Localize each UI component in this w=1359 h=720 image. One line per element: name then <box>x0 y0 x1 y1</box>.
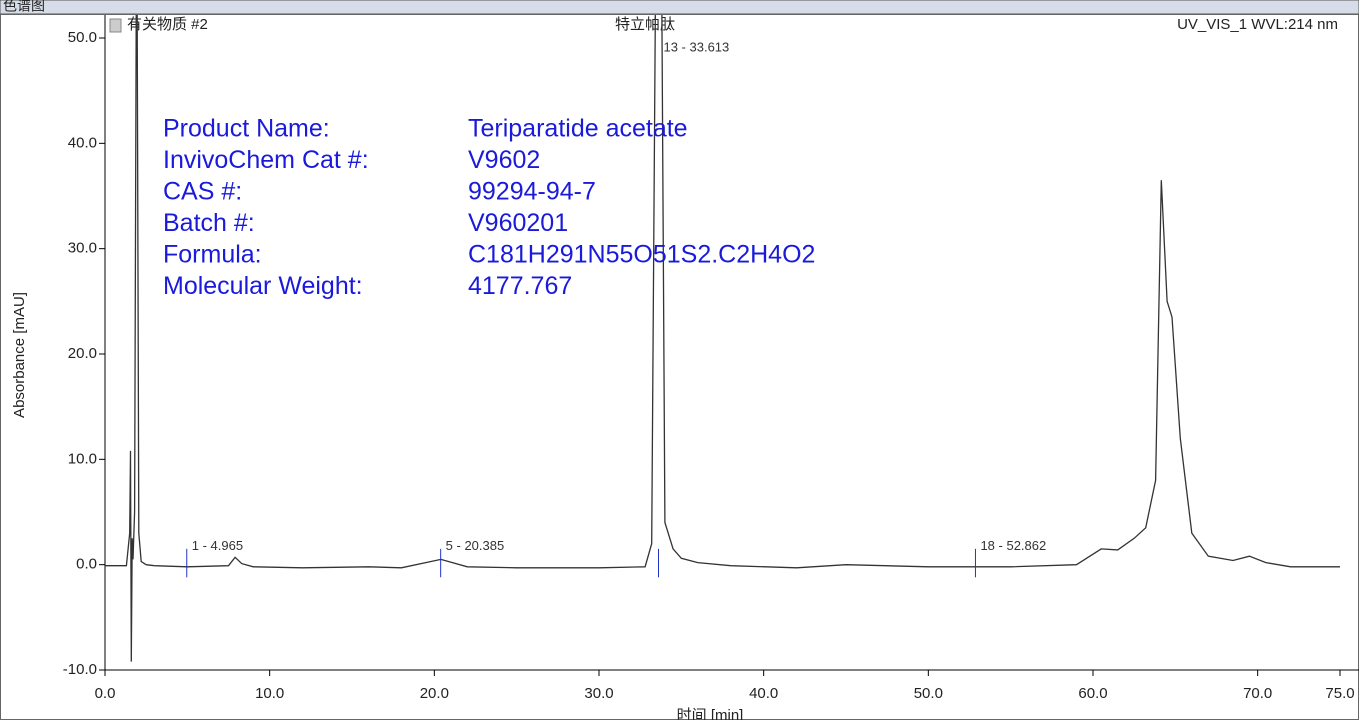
x-tick-label: 10.0 <box>255 685 284 702</box>
x-tick-label: 40.0 <box>749 685 778 702</box>
info-value: 4177.767 <box>468 272 572 300</box>
y-tick-label: 20.0 <box>68 345 97 362</box>
x-tick-label: 60.0 <box>1078 685 1107 702</box>
y-tick-label: 0.0 <box>76 556 97 573</box>
peak-label: 18 - 52.862 <box>980 538 1046 553</box>
y-tick-label: 30.0 <box>68 240 97 257</box>
info-value: 99294-94-7 <box>468 178 596 206</box>
info-label: InvivoChem Cat #: <box>163 146 369 174</box>
x-tick-label: 75.0 <box>1325 685 1354 702</box>
info-value: C181H291N55O51S2.C2H4O2 <box>468 241 815 269</box>
x-tick-label: 30.0 <box>584 685 613 702</box>
info-value: V9602 <box>468 146 540 174</box>
trace <box>105 15 1340 662</box>
info-value: V960201 <box>468 209 568 237</box>
info-label: CAS #: <box>163 178 242 206</box>
info-value: Teriparatide acetate <box>468 115 688 143</box>
x-tick-label: 0.0 <box>95 685 116 702</box>
peak-label: 5 - 20.385 <box>446 538 505 553</box>
info-label: Batch #: <box>163 209 255 237</box>
x-tick-label: 50.0 <box>914 685 943 702</box>
chart-title: 特立帕肽 <box>615 16 675 33</box>
detector-label: UV_VIS_1 WVL:214 nm <box>1177 16 1338 33</box>
x-axis-label: 时间 [min] <box>677 707 744 720</box>
peak-label: 1 - 4.965 <box>192 538 243 553</box>
x-tick-label: 20.0 <box>420 685 449 702</box>
y-tick-label: -10.0 <box>63 661 97 678</box>
sample-label: 有关物质 #2 <box>127 16 208 33</box>
y-tick-label: 40.0 <box>68 134 97 151</box>
x-tick-label: 70.0 <box>1243 685 1272 702</box>
info-label: Product Name: <box>163 115 330 143</box>
info-label: Molecular Weight: <box>163 272 363 300</box>
window-title: 色谱图 <box>3 0 45 14</box>
info-label: Formula: <box>163 241 262 269</box>
peak-label: 13 - 33.613 <box>663 39 729 54</box>
y-axis-label: Absorbance [mAU] <box>11 292 28 418</box>
title-bar <box>0 0 1359 15</box>
icon <box>109 18 122 33</box>
y-tick-label: 10.0 <box>68 450 97 467</box>
y-tick-label: 50.0 <box>68 29 97 46</box>
